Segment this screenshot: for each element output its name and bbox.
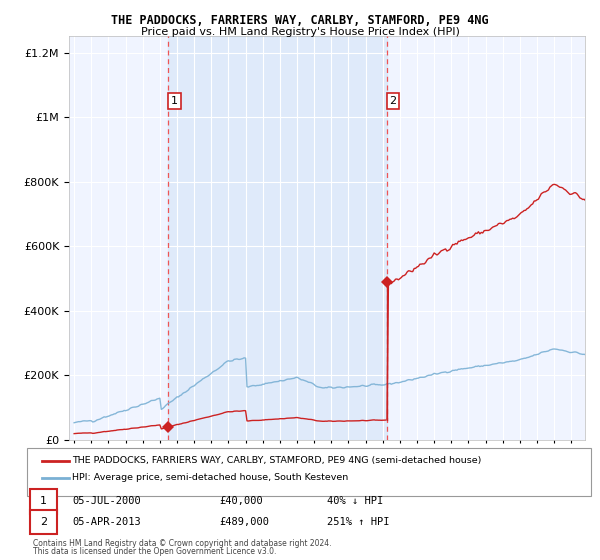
Text: 05-APR-2013: 05-APR-2013 — [72, 517, 141, 527]
Text: 05-JUL-2000: 05-JUL-2000 — [72, 496, 141, 506]
Text: 2: 2 — [40, 517, 47, 527]
Text: This data is licensed under the Open Government Licence v3.0.: This data is licensed under the Open Gov… — [33, 547, 277, 556]
Text: Price paid vs. HM Land Registry's House Price Index (HPI): Price paid vs. HM Land Registry's House … — [140, 27, 460, 38]
Text: 1: 1 — [171, 96, 178, 106]
Text: 40% ↓ HPI: 40% ↓ HPI — [327, 496, 383, 506]
Text: £40,000: £40,000 — [219, 496, 263, 506]
Text: HPI: Average price, semi-detached house, South Kesteven: HPI: Average price, semi-detached house,… — [72, 473, 348, 482]
Text: 2: 2 — [389, 96, 397, 106]
Text: £489,000: £489,000 — [219, 517, 269, 527]
Text: 251% ↑ HPI: 251% ↑ HPI — [327, 517, 389, 527]
Bar — [169, 36, 387, 440]
Text: Contains HM Land Registry data © Crown copyright and database right 2024.: Contains HM Land Registry data © Crown c… — [33, 539, 331, 548]
Text: 1: 1 — [40, 496, 47, 506]
Text: THE PADDOCKS, FARRIERS WAY, CARLBY, STAMFORD, PE9 4NG: THE PADDOCKS, FARRIERS WAY, CARLBY, STAM… — [111, 14, 489, 27]
Text: THE PADDOCKS, FARRIERS WAY, CARLBY, STAMFORD, PE9 4NG (semi-detached house): THE PADDOCKS, FARRIERS WAY, CARLBY, STAM… — [72, 456, 481, 465]
